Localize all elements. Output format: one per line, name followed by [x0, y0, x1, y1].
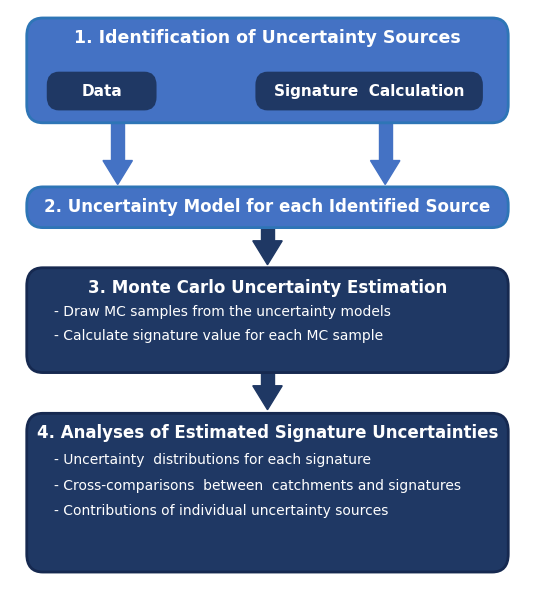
FancyBboxPatch shape: [257, 73, 482, 109]
Text: - Draw MC samples from the uncertainty models: - Draw MC samples from the uncertainty m…: [54, 305, 391, 319]
Polygon shape: [253, 386, 282, 410]
Text: 3. Monte Carlo Uncertainty Estimation: 3. Monte Carlo Uncertainty Estimation: [88, 279, 447, 297]
Polygon shape: [261, 228, 274, 241]
FancyBboxPatch shape: [48, 73, 155, 109]
Polygon shape: [261, 373, 274, 386]
FancyBboxPatch shape: [27, 268, 508, 373]
FancyBboxPatch shape: [27, 187, 508, 228]
Polygon shape: [253, 241, 282, 265]
Text: 4. Analyses of Estimated Signature Uncertainties: 4. Analyses of Estimated Signature Uncer…: [37, 424, 498, 442]
Polygon shape: [111, 123, 124, 161]
Text: - Contributions of individual uncertainty sources: - Contributions of individual uncertaint…: [54, 504, 388, 518]
Polygon shape: [370, 161, 400, 184]
Text: 2. Uncertainty Model for each Identified Source: 2. Uncertainty Model for each Identified…: [44, 198, 491, 216]
FancyBboxPatch shape: [27, 18, 508, 123]
Polygon shape: [379, 123, 392, 161]
Text: Signature  Calculation: Signature Calculation: [274, 83, 464, 99]
Text: - Cross-comparisons  between  catchments and signatures: - Cross-comparisons between catchments a…: [54, 479, 461, 492]
Text: - Calculate signature value for each MC sample: - Calculate signature value for each MC …: [54, 329, 383, 343]
Text: - Uncertainty  distributions for each signature: - Uncertainty distributions for each sig…: [54, 453, 371, 467]
Text: Data: Data: [81, 83, 122, 99]
FancyBboxPatch shape: [27, 413, 508, 572]
Text: 1. Identification of Uncertainty Sources: 1. Identification of Uncertainty Sources: [74, 29, 461, 47]
Polygon shape: [103, 161, 133, 184]
